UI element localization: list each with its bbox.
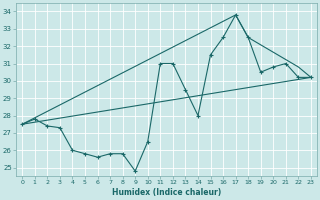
- X-axis label: Humidex (Indice chaleur): Humidex (Indice chaleur): [112, 188, 221, 197]
